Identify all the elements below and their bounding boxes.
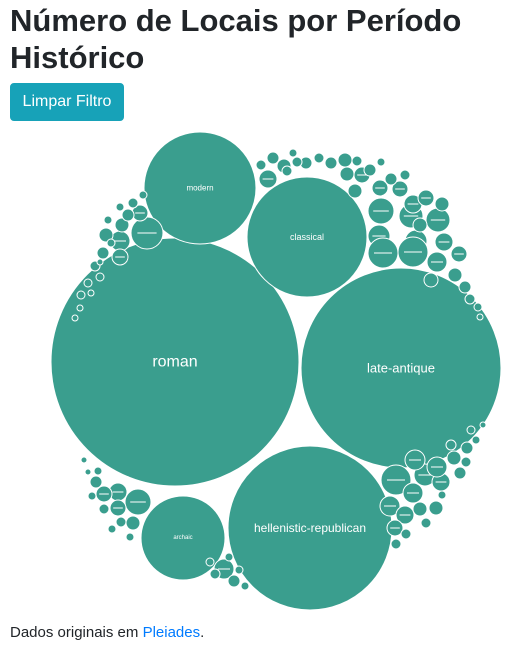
small-bubble[interactable] bbox=[80, 456, 88, 464]
small-bubble[interactable] bbox=[127, 197, 139, 209]
bubble-label-hellenistic-republican: hellenistic-republican bbox=[254, 521, 366, 535]
small-bubble[interactable] bbox=[412, 217, 428, 233]
small-bubble[interactable] bbox=[76, 304, 84, 312]
bubble-label-archaic: archaic bbox=[173, 535, 192, 541]
small-bubble[interactable] bbox=[87, 491, 97, 501]
small-bubble[interactable] bbox=[240, 581, 250, 591]
small-bubble[interactable] bbox=[473, 302, 483, 312]
footer-prefix: Dados originais em bbox=[10, 624, 143, 641]
small-bubble[interactable] bbox=[138, 190, 148, 200]
page-title: Número de Locais por Período Histórico bbox=[10, 3, 462, 75]
small-bubble[interactable] bbox=[423, 272, 439, 288]
small-bubble[interactable] bbox=[125, 515, 141, 531]
bubble-label-classical: classical bbox=[290, 232, 324, 242]
small-bubble[interactable] bbox=[446, 450, 462, 466]
small-bubble[interactable] bbox=[106, 238, 116, 248]
small-bubble[interactable] bbox=[476, 313, 484, 321]
small-bubble[interactable] bbox=[281, 165, 293, 177]
small-bubble[interactable] bbox=[291, 156, 303, 168]
small-bubble[interactable] bbox=[313, 152, 325, 164]
small-bubble[interactable] bbox=[95, 272, 105, 282]
small-bubble[interactable] bbox=[458, 280, 472, 294]
small-bubble[interactable] bbox=[428, 500, 444, 516]
pleiades-link[interactable]: Pleiades bbox=[142, 624, 201, 641]
small-bubble[interactable] bbox=[412, 501, 428, 517]
small-bubble[interactable] bbox=[93, 466, 103, 476]
small-bubble[interactable] bbox=[288, 148, 298, 158]
bubble-archaic[interactable] bbox=[140, 495, 226, 581]
small-bubble[interactable] bbox=[466, 425, 476, 435]
bubble-label-late-antique: late-antique bbox=[367, 361, 435, 376]
small-bubble[interactable] bbox=[76, 290, 86, 300]
small-bubble[interactable] bbox=[98, 227, 114, 243]
bubble-label-roman: roman bbox=[152, 354, 197, 371]
footer-suffix: . bbox=[200, 624, 205, 641]
small-bubble[interactable] bbox=[96, 258, 104, 266]
small-bubble[interactable] bbox=[445, 439, 457, 451]
small-bubble[interactable] bbox=[96, 246, 110, 260]
small-bubble[interactable] bbox=[255, 159, 267, 171]
small-bubble[interactable] bbox=[121, 208, 135, 222]
footer-note: Dados originais em Pleiades. bbox=[10, 624, 204, 641]
small-bubble[interactable] bbox=[266, 151, 280, 165]
small-bubble[interactable] bbox=[115, 516, 127, 528]
small-bubble[interactable] bbox=[390, 538, 402, 550]
small-bubble[interactable] bbox=[89, 475, 103, 489]
bubble-classical[interactable] bbox=[246, 176, 368, 298]
small-bubble[interactable] bbox=[347, 183, 363, 199]
small-bubble[interactable] bbox=[447, 267, 463, 283]
small-bubble[interactable] bbox=[87, 289, 95, 297]
small-bubble[interactable] bbox=[453, 466, 467, 480]
small-bubble[interactable] bbox=[71, 314, 79, 322]
bubble-label-modern: modern bbox=[186, 184, 213, 193]
small-bubble[interactable] bbox=[107, 524, 117, 534]
small-bubble[interactable] bbox=[115, 202, 125, 212]
small-bubble[interactable] bbox=[98, 503, 110, 515]
small-bubble[interactable] bbox=[234, 565, 244, 575]
small-bubble[interactable] bbox=[399, 169, 411, 181]
small-bubble[interactable] bbox=[83, 278, 93, 288]
small-bubble[interactable] bbox=[339, 166, 355, 182]
small-bubble[interactable] bbox=[337, 152, 353, 168]
bubble-modern[interactable] bbox=[143, 131, 257, 245]
small-bubble[interactable] bbox=[460, 441, 474, 455]
small-bubble[interactable] bbox=[400, 528, 412, 540]
small-bubble[interactable] bbox=[363, 163, 377, 177]
small-bubble[interactable] bbox=[103, 215, 113, 225]
bubble-chart: roman late-antique hellenistic-republican c… bbox=[50, 131, 502, 611]
small-bubble[interactable] bbox=[376, 157, 386, 167]
small-bubble[interactable] bbox=[464, 293, 476, 305]
small-bubble[interactable] bbox=[324, 156, 338, 170]
small-bubble[interactable] bbox=[437, 490, 447, 500]
small-bubble[interactable] bbox=[471, 435, 481, 445]
small-bubble[interactable] bbox=[420, 517, 432, 529]
small-bubble[interactable] bbox=[114, 217, 130, 233]
small-bubble[interactable] bbox=[205, 557, 215, 567]
small-bubble[interactable] bbox=[434, 196, 450, 212]
small-bubble[interactable] bbox=[351, 155, 363, 167]
small-bubble[interactable] bbox=[384, 172, 398, 186]
small-bubble[interactable] bbox=[460, 456, 472, 468]
small-bubble[interactable] bbox=[224, 552, 234, 562]
small-bubble[interactable] bbox=[209, 568, 221, 580]
small-bubble[interactable] bbox=[479, 421, 487, 429]
small-bubble[interactable] bbox=[227, 574, 241, 588]
small-bubble[interactable] bbox=[84, 468, 92, 476]
clear-filter-button[interactable]: Limpar Filtro bbox=[10, 83, 124, 121]
small-bubble[interactable] bbox=[125, 532, 135, 542]
